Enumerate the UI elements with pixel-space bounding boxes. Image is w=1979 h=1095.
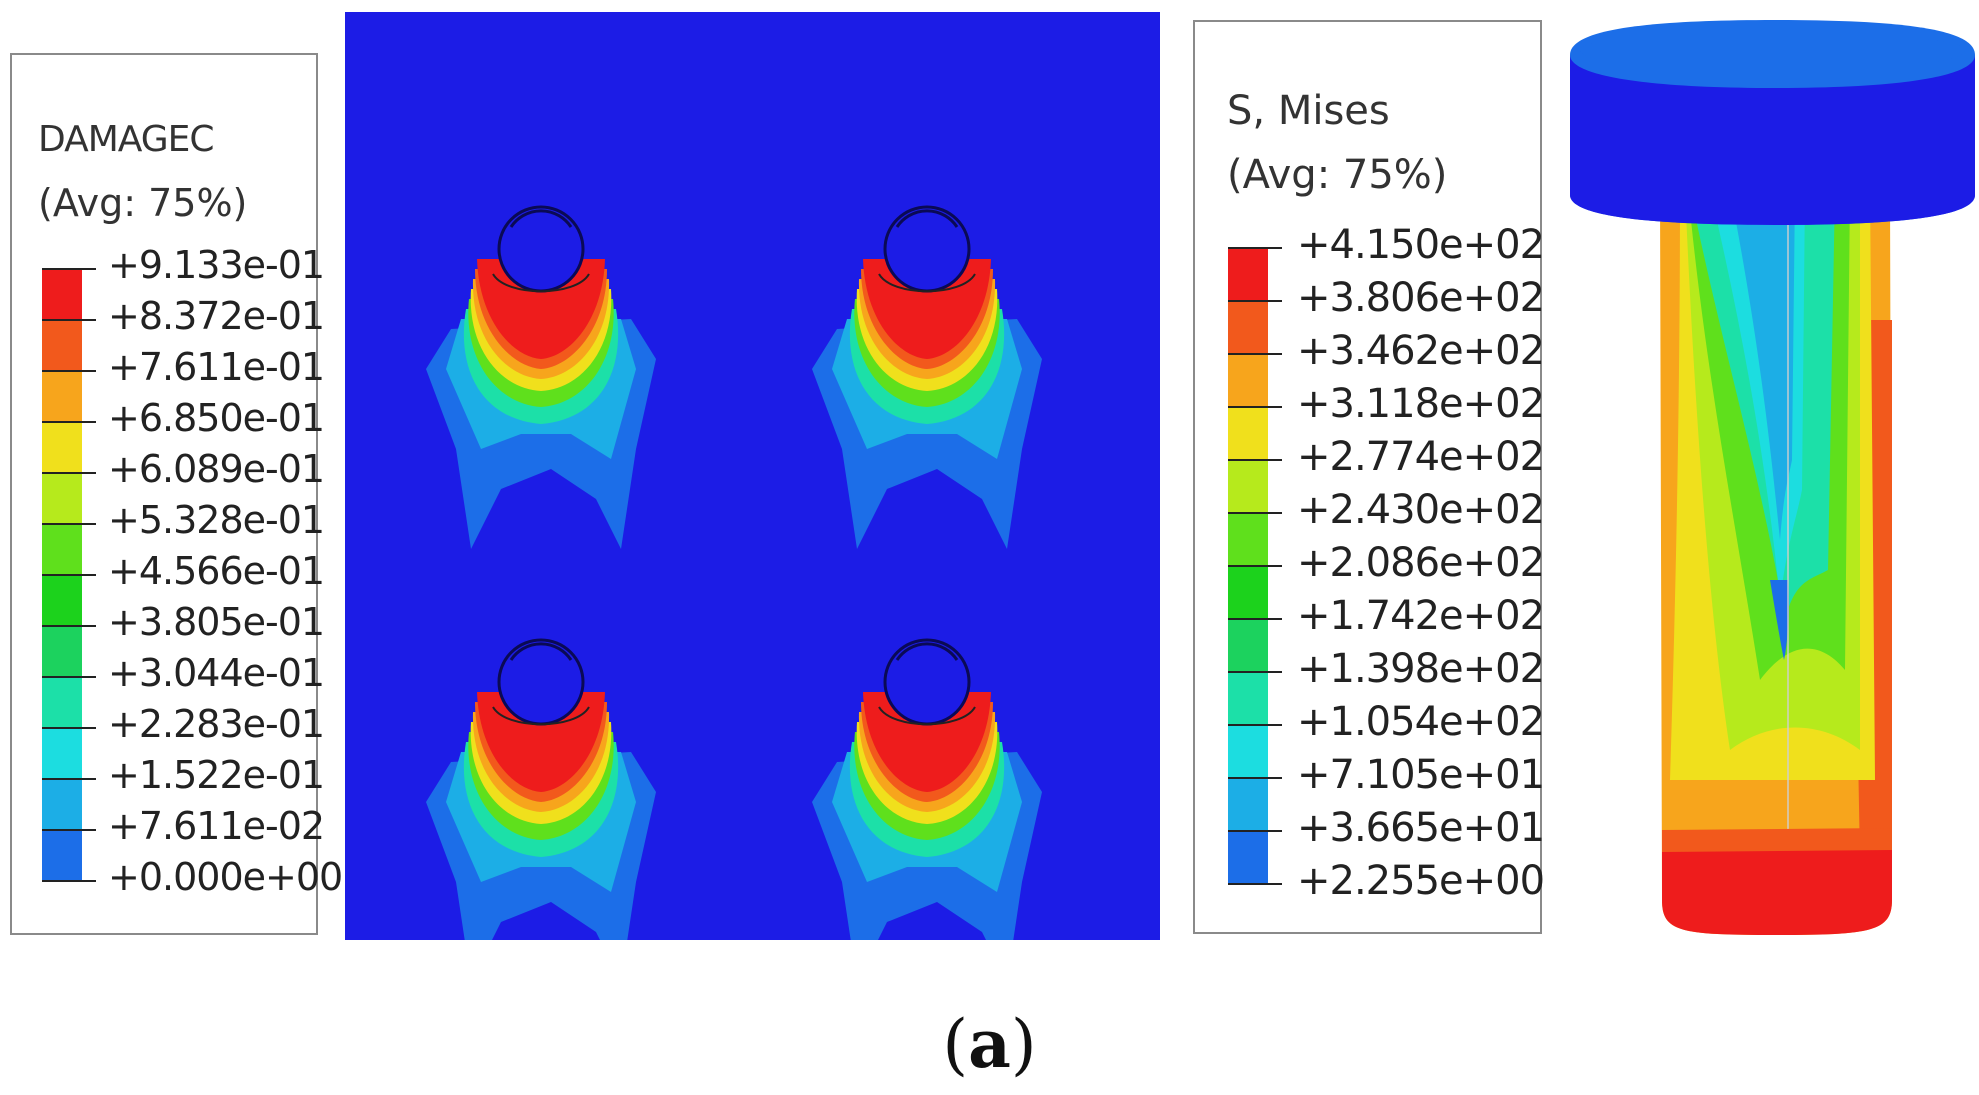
legend-tick-label: +0.000e+00 [108,855,343,899]
legend-swatch [1228,248,1268,301]
legend-tick-label: +7.105e+01 [1297,752,1545,798]
legend-tick-label: +2.283e-01 [108,702,325,746]
stress-legend-variable: S, Mises [1227,88,1390,134]
legend-tick-label: +3.806e+02 [1297,275,1545,321]
legend-tick-label: +6.850e-01 [108,396,325,440]
legend-tick-mark [1228,724,1282,726]
legend-tick-mark [42,676,96,678]
legend-swatch [42,371,82,422]
legend-tick-label: +1.398e+02 [1297,646,1545,692]
legend-swatch [1228,725,1268,778]
legend-tick-label: +3.665e+01 [1297,805,1545,851]
legend-tick-mark [1228,618,1282,620]
legend-tick-label: +7.611e-01 [108,345,325,389]
legend-swatch [1228,407,1268,460]
legend-tick-mark [42,268,96,270]
legend-tick-mark [42,421,96,423]
legend-tick-label: +1.054e+02 [1297,699,1545,745]
legend-tick-label: +4.566e-01 [108,549,325,593]
legend-tick-label: +2.255e+00 [1297,858,1545,904]
legend-swatch [1228,460,1268,513]
legend-tick-label: +1.742e+02 [1297,593,1545,639]
damage-legend-variable: DAMAGEC [38,119,215,160]
legend-tick-label: +7.611e-02 [108,804,325,848]
legend-swatch [1228,513,1268,566]
legend-swatch [42,575,82,626]
legend-tick-mark [42,523,96,525]
legend-tick-mark [1228,565,1282,567]
legend-tick-mark [1228,512,1282,514]
legend-tick-mark [42,778,96,780]
damage-legend-averaging: (Avg: 75%) [38,181,248,225]
legend-tick-mark [1228,459,1282,461]
legend-tick-label: +3.805e-01 [108,600,325,644]
legend-swatch [42,830,82,881]
legend-swatch [42,320,82,371]
legend-tick-mark [1228,830,1282,832]
legend-swatch [1228,354,1268,407]
legend-tick-label: +4.150e+02 [1297,222,1545,268]
legend-tick-label: +3.044e-01 [108,651,325,695]
legend-swatch [42,779,82,830]
legend-tick-label: +8.372e-01 [108,294,325,338]
legend-tick-mark [1228,406,1282,408]
legend-swatch [42,524,82,575]
damage-contour-plot [345,12,1160,940]
legend-tick-label: +2.086e+02 [1297,540,1545,586]
legend-swatch [42,422,82,473]
legend-tick-mark [42,574,96,576]
legend-swatch [1228,566,1268,619]
legend-swatch [42,728,82,779]
legend-swatch [42,269,82,320]
legend-tick-label: +6.089e-01 [108,447,325,491]
legend-tick-label: +9.133e-01 [108,243,325,287]
legend-swatch [1228,301,1268,354]
legend-tick-mark [42,880,96,882]
legend-tick-mark [42,727,96,729]
legend-swatch [1228,831,1268,884]
legend-tick-label: +5.328e-01 [108,498,325,542]
legend-tick-mark [1228,300,1282,302]
legend-tick-mark [42,319,96,321]
legend-tick-mark [42,625,96,627]
legend-tick-label: +3.462e+02 [1297,328,1545,374]
stress-legend: S, Mises (Avg: 75%) +4.150e+02 +3.806e+02… [1193,20,1545,934]
legend-swatch [1228,619,1268,672]
legend-tick-mark [42,370,96,372]
legend-tick-mark [1228,777,1282,779]
legend-tick-mark [42,829,96,831]
bolt-stress-plot [1570,20,1975,935]
caption-open-paren: ( [942,1006,969,1083]
legend-tick-label: +1.522e-01 [108,753,325,797]
legend-tick-mark [42,472,96,474]
legend-swatch [42,677,82,728]
damage-legend: DAMAGEC (Avg: 75%) +9.133e-01 +8.372e-01 +… [10,53,343,935]
legend-swatch [42,626,82,677]
legend-tick-label: +2.774e+02 [1297,434,1545,480]
legend-swatch [42,473,82,524]
figure-caption: (a) [0,1005,1979,1083]
legend-tick-label: +3.118e+02 [1297,381,1545,427]
caption-label: a [968,1005,1011,1083]
legend-tick-label: +2.430e+02 [1297,487,1545,533]
legend-swatch [1228,778,1268,831]
legend-tick-mark [1228,671,1282,673]
stress-legend-averaging: (Avg: 75%) [1227,152,1448,198]
legend-swatch [1228,672,1268,725]
legend-tick-mark [1228,353,1282,355]
legend-tick-mark [1228,883,1282,885]
caption-close-paren: ) [1010,1006,1037,1083]
legend-tick-mark [1228,247,1282,249]
